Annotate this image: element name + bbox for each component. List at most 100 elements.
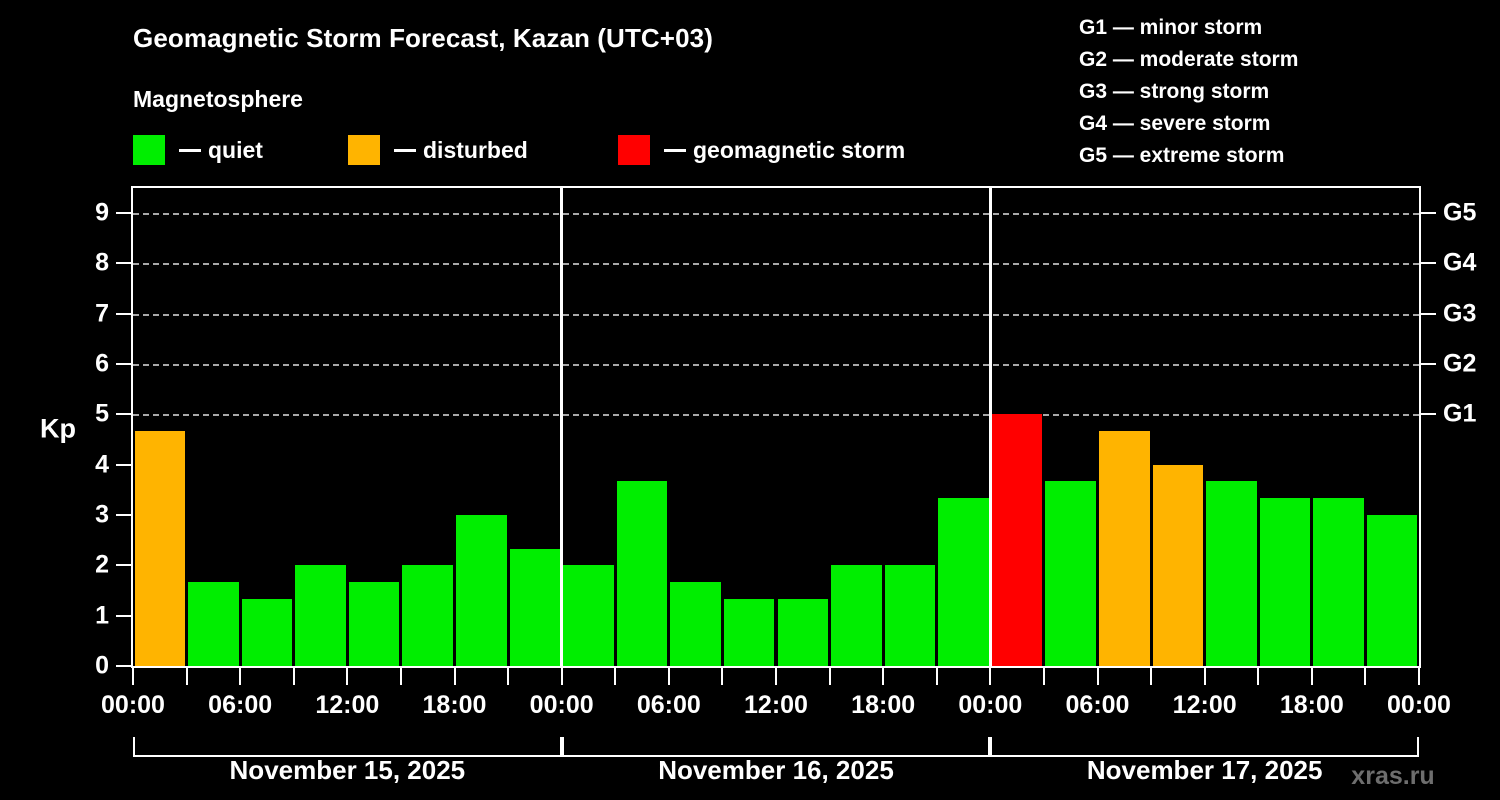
g-tick-mark-G2 <box>1421 363 1436 366</box>
y-tick-mark-8 <box>116 262 131 265</box>
bar <box>777 599 829 666</box>
quiet-swatch <box>133 135 165 165</box>
day-bracket <box>133 737 562 757</box>
legend-dash-icon <box>179 148 201 152</box>
chart-subtitle: Magnetosphere <box>133 86 303 112</box>
day-bracket <box>990 737 1419 757</box>
g-scale-legend: G1 — minor storm G2 — moderate storm G3 — … <box>1079 12 1298 172</box>
g-tick-label-G2: G2 <box>1443 349 1477 378</box>
gridline-kp-8 <box>133 263 1419 266</box>
x-tick-mark <box>1203 668 1206 685</box>
g-tick-label-G1: G1 <box>1443 399 1477 428</box>
y-tick-mark-5 <box>116 413 131 416</box>
x-tick-mark <box>667 668 670 685</box>
x-tick-mark <box>453 668 456 685</box>
x-tick-label: 00:00 <box>958 691 1023 719</box>
legend-label: quiet <box>208 136 263 163</box>
page-title: Geomagnetic Storm Forecast, Kazan (UTC+0… <box>133 23 713 53</box>
x-tick-label: 18:00 <box>422 691 487 719</box>
x-tick-mark <box>185 668 188 685</box>
day-separator <box>560 188 564 666</box>
x-tick-mark <box>1418 668 1420 685</box>
g-tick-label-G5: G5 <box>1443 198 1477 227</box>
y-tick-label-4: 4 <box>95 450 109 479</box>
bar <box>938 498 989 666</box>
x-tick-mark <box>1257 668 1260 685</box>
x-tick-mark <box>882 668 885 685</box>
g-tick-mark-G1 <box>1421 413 1436 416</box>
bar <box>1366 515 1418 666</box>
y-tick-mark-2 <box>116 564 131 567</box>
bar <box>1313 498 1364 666</box>
g-scale-line-2: G2 — moderate storm <box>1079 48 1299 71</box>
x-tick-mark <box>775 668 777 685</box>
g-tick-mark-G4 <box>1421 262 1436 265</box>
x-tick-mark <box>614 668 617 685</box>
g-scale-line-1: G1 — minor storm <box>1079 16 1263 39</box>
bar <box>134 431 186 666</box>
gridline-kp-7 <box>133 313 1419 316</box>
x-tick-mark <box>346 668 349 685</box>
y-tick-mark-3 <box>116 514 131 517</box>
legend-item-undefined: geomagnetic storm <box>618 135 905 165</box>
legend-label: geomagnetic storm <box>693 136 906 163</box>
legend-label: disturbed <box>423 136 528 163</box>
x-tick-label: 00:00 <box>529 691 594 719</box>
x-tick-label: 18:00 <box>851 691 916 719</box>
x-tick-label: 06:00 <box>636 691 701 719</box>
bar <box>456 515 507 666</box>
x-tick-mark <box>935 668 938 685</box>
x-tick-mark <box>1150 668 1153 685</box>
x-tick-label: 18:00 <box>1279 691 1344 719</box>
day-bracket <box>561 737 991 757</box>
disturbed-swatch <box>348 135 380 165</box>
gridline-kp-6 <box>133 364 1419 367</box>
y-tick-mark-0 <box>116 665 131 667</box>
x-tick-label: 12:00 <box>1172 691 1237 719</box>
y-tick-label-1: 1 <box>95 601 109 630</box>
g-tick-mark-G3 <box>1421 312 1436 315</box>
g-scale-line-4: G4 — severe storm <box>1079 112 1271 135</box>
day-label: November 16, 2025 <box>658 755 894 785</box>
x-tick-mark <box>239 668 242 685</box>
bar <box>670 581 721 666</box>
bar <box>616 481 668 666</box>
x-tick-mark <box>560 668 563 685</box>
y-tick-mark-9 <box>116 212 131 215</box>
legend-dash-icon <box>664 148 686 152</box>
y-tick-label-3: 3 <box>95 500 109 529</box>
y-tick-mark-1 <box>116 614 131 617</box>
x-tick-label: 06:00 <box>208 691 273 719</box>
bar <box>723 599 775 666</box>
y-tick-label-7: 7 <box>95 299 109 328</box>
bar <box>1206 481 1257 666</box>
bar <box>563 565 614 666</box>
y-tick-label-9: 9 <box>95 198 109 227</box>
day-label: November 17, 2025 <box>1086 755 1323 785</box>
gridline-kp-5 <box>133 414 1419 417</box>
y-tick-label-5: 5 <box>95 399 109 428</box>
plot-area <box>131 186 1421 668</box>
x-tick-mark <box>507 668 510 685</box>
y-tick-label-2: 2 <box>95 550 109 579</box>
x-tick-mark <box>292 668 295 685</box>
x-tick-mark <box>1096 668 1099 685</box>
y-axis-title: Kp <box>40 413 76 444</box>
watermark: xras.ru <box>1351 762 1435 790</box>
bar <box>884 565 936 666</box>
x-tick-label: 12:00 <box>315 691 380 719</box>
bar <box>1259 498 1311 666</box>
bar <box>295 565 346 666</box>
x-tick-label: 00:00 <box>1387 691 1451 719</box>
bar <box>1099 431 1150 666</box>
x-tick-mark <box>989 668 992 685</box>
x-tick-label: 06:00 <box>1065 691 1130 719</box>
x-tick-mark <box>132 668 134 685</box>
g-tick-mark-G5 <box>1421 212 1436 215</box>
y-tick-label-0: 0 <box>95 651 109 680</box>
bar <box>348 581 400 666</box>
x-tick-mark <box>828 668 831 685</box>
bar <box>1045 481 1096 666</box>
x-tick-mark <box>399 668 402 685</box>
bar <box>241 599 293 666</box>
